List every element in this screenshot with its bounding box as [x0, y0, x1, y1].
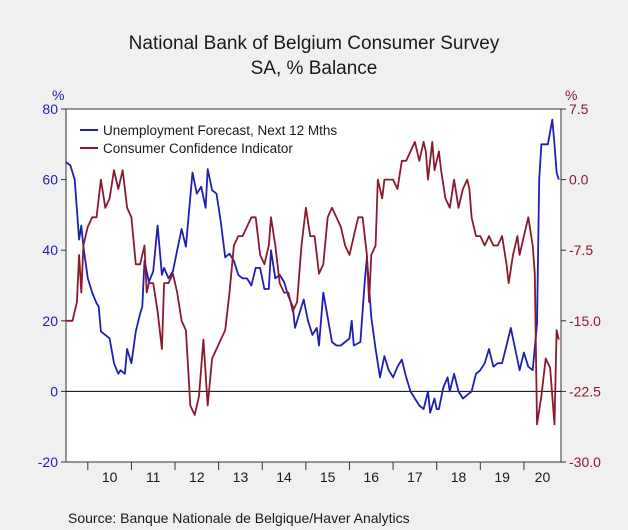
x-tick-label: 11 [146, 469, 161, 485]
right-axis: 7.5 0.0 -7.5 -15.0 -22.5 -30.0 [561, 101, 601, 470]
left-tick-label: -20 [38, 454, 58, 470]
left-axis-label: % [52, 87, 64, 103]
x-tick-label: 18 [451, 469, 467, 485]
x-axis: 10 11 12 13 14 15 16 17 18 19 20 [87, 462, 551, 485]
right-tick-label: -15.0 [569, 313, 601, 329]
series-group [65, 118, 560, 426]
x-tick-label: 10 [102, 469, 118, 485]
right-axis-label: % [565, 87, 577, 103]
plot-area [65, 108, 562, 463]
right-tick-label: -22.5 [569, 383, 601, 399]
legend-label-confidence: Consumer Confidence Indicator [103, 141, 293, 156]
x-tick-label: 20 [535, 469, 551, 485]
x-tick-label: 15 [320, 469, 336, 485]
x-tick-label: 13 [233, 469, 249, 485]
chart-subtitle: SA, % Balance [251, 58, 378, 79]
x-tick-label: 12 [189, 469, 205, 485]
left-tick-label: 20 [42, 313, 58, 329]
x-tick-label: 17 [407, 469, 423, 485]
left-axis: 80 60 40 20 0 -20 [38, 101, 66, 470]
left-tick-label: 60 [42, 172, 58, 188]
right-tick-label: -30.0 [569, 454, 601, 470]
legend: Unemployment Forecast, Next 12 Mths Cons… [80, 123, 337, 156]
left-tick-label: 40 [42, 242, 58, 258]
consumer-confidence-line [66, 140, 560, 426]
left-tick-label: 80 [42, 101, 58, 117]
left-tick-label: 0 [50, 383, 58, 399]
right-tick-label: -7.5 [569, 242, 593, 258]
right-tick-label: 7.5 [569, 101, 589, 117]
chart-title: National Bank of Belgium Consumer Survey [129, 33, 500, 54]
source-note: Source: Banque Nationale de Belgique/Hav… [68, 510, 410, 526]
x-tick-label: 16 [363, 469, 379, 485]
legend-label-unemployment: Unemployment Forecast, Next 12 Mths [103, 123, 337, 138]
unemployment-forecast-line [65, 118, 560, 414]
x-tick-label: 14 [276, 469, 292, 485]
x-tick-label: 19 [494, 469, 510, 485]
right-tick-label: 0.0 [569, 172, 589, 188]
